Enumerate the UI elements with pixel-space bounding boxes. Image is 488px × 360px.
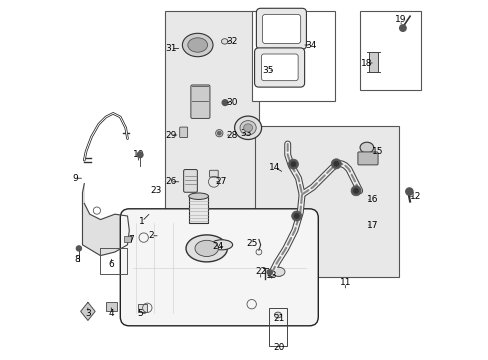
Circle shape — [330, 159, 341, 169]
Ellipse shape — [188, 193, 208, 199]
Text: 3: 3 — [85, 309, 91, 318]
Text: 1: 1 — [139, 217, 144, 226]
Text: 4: 4 — [108, 309, 114, 318]
Text: 32: 32 — [226, 37, 237, 46]
Bar — [359, 11, 420, 90]
FancyBboxPatch shape — [120, 209, 318, 326]
Ellipse shape — [234, 116, 261, 139]
Circle shape — [353, 189, 358, 193]
Text: 13: 13 — [265, 271, 277, 280]
Ellipse shape — [221, 39, 227, 44]
Bar — [188, 196, 208, 223]
Circle shape — [333, 162, 338, 166]
Text: 19: 19 — [394, 15, 406, 24]
Polygon shape — [82, 184, 129, 256]
Text: 5: 5 — [137, 309, 142, 318]
FancyBboxPatch shape — [262, 14, 300, 44]
Text: 2: 2 — [148, 231, 153, 240]
Ellipse shape — [359, 142, 373, 153]
FancyBboxPatch shape — [261, 54, 298, 81]
Circle shape — [288, 159, 298, 169]
Text: 8: 8 — [74, 255, 80, 264]
Bar — [165, 11, 258, 227]
Ellipse shape — [187, 38, 207, 52]
Ellipse shape — [243, 124, 252, 132]
Circle shape — [266, 270, 272, 275]
Circle shape — [294, 214, 298, 218]
Ellipse shape — [195, 240, 218, 256]
Text: 11: 11 — [339, 278, 350, 287]
FancyBboxPatch shape — [357, 152, 377, 165]
Circle shape — [405, 188, 412, 195]
Ellipse shape — [240, 121, 256, 135]
Bar — [368, 52, 377, 72]
Text: 24: 24 — [211, 242, 223, 251]
Circle shape — [217, 131, 221, 135]
Text: 26: 26 — [164, 177, 176, 186]
Circle shape — [291, 162, 295, 166]
Text: 35: 35 — [262, 66, 273, 75]
Text: 12: 12 — [409, 192, 420, 201]
Text: 17: 17 — [366, 220, 377, 230]
Bar — [268, 308, 286, 346]
Text: 18: 18 — [361, 58, 372, 68]
Polygon shape — [81, 302, 95, 320]
Text: 21: 21 — [272, 314, 284, 323]
Circle shape — [350, 186, 361, 196]
Text: 9: 9 — [72, 174, 78, 183]
Text: 14: 14 — [269, 163, 280, 172]
Circle shape — [76, 246, 81, 251]
Text: 28: 28 — [226, 130, 237, 139]
Ellipse shape — [274, 312, 281, 318]
FancyBboxPatch shape — [254, 48, 304, 87]
Circle shape — [399, 25, 406, 31]
Text: 23: 23 — [150, 186, 162, 195]
Text: 16: 16 — [366, 195, 377, 204]
Ellipse shape — [211, 240, 232, 250]
FancyBboxPatch shape — [256, 8, 306, 49]
Text: 10: 10 — [132, 150, 144, 159]
Text: 33: 33 — [240, 129, 251, 138]
Text: 20: 20 — [272, 343, 284, 352]
Ellipse shape — [272, 267, 285, 276]
FancyBboxPatch shape — [209, 170, 218, 177]
Bar — [251, 11, 334, 101]
FancyBboxPatch shape — [179, 127, 187, 138]
Text: 25: 25 — [245, 239, 257, 248]
Circle shape — [222, 100, 227, 105]
Bar — [106, 302, 117, 311]
FancyBboxPatch shape — [183, 170, 197, 192]
Bar — [123, 236, 131, 242]
Circle shape — [291, 211, 301, 221]
Text: 6: 6 — [108, 260, 114, 269]
Text: 7: 7 — [128, 235, 134, 244]
Circle shape — [137, 152, 142, 158]
Text: 30: 30 — [225, 98, 237, 107]
Text: 31: 31 — [164, 44, 176, 53]
FancyBboxPatch shape — [190, 85, 209, 118]
Ellipse shape — [185, 235, 227, 262]
Text: 27: 27 — [215, 177, 226, 186]
Text: 15: 15 — [371, 147, 383, 156]
Text: 22: 22 — [255, 267, 266, 276]
Text: 34: 34 — [305, 40, 316, 49]
Text: 29: 29 — [164, 130, 176, 139]
Bar — [138, 304, 147, 312]
Bar — [255, 126, 399, 277]
Ellipse shape — [182, 33, 213, 57]
